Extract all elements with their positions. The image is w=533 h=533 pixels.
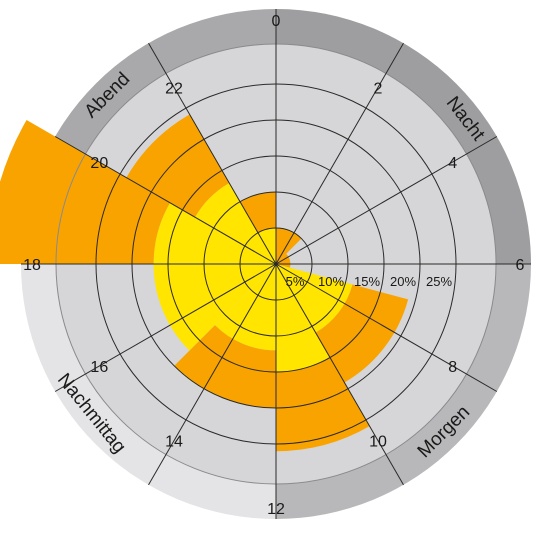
bar-orange-10-12 — [276, 357, 370, 452]
hour-label-2: 2 — [374, 80, 383, 97]
spoke-22 — [148, 42, 277, 265]
bar-yellow-7-10 — [276, 264, 353, 333]
ring-label-25%: 25% — [426, 274, 452, 289]
period-band-nachmittag — [21, 264, 276, 519]
bar-orange-7-10 — [315, 284, 409, 383]
hour-label-0: 0 — [272, 13, 281, 30]
spoke-8 — [275, 263, 498, 392]
ring-label-15%: 15% — [354, 274, 380, 289]
hour-label-14: 14 — [165, 434, 183, 451]
hour-label-4: 4 — [448, 155, 457, 172]
spoke-16 — [54, 263, 277, 392]
spoke-20 — [54, 136, 277, 265]
bar-yellow-15-18 — [153, 264, 276, 351]
hour-label-8: 8 — [448, 359, 457, 376]
bar-yellow-12-15 — [214, 264, 276, 351]
ring-label-5%: 5% — [286, 274, 305, 289]
bar-orange-18-20 — [0, 120, 170, 264]
bar-yellow-10-12 — [276, 264, 330, 372]
hour-label-10: 10 — [369, 434, 387, 451]
hour-label-16: 16 — [90, 359, 108, 376]
hour-label-22: 22 — [165, 80, 183, 97]
bar-yellow-20-22 — [194, 182, 276, 264]
bar-orange-0-3 — [276, 228, 302, 264]
spoke-10 — [275, 263, 404, 486]
spoke-14 — [148, 263, 277, 486]
grid — [21, 9, 531, 519]
hour-label-20: 20 — [90, 155, 108, 172]
bar-yellow-18-20 — [153, 202, 276, 264]
period-band-nacht — [276, 9, 531, 264]
hour-label-6: 6 — [516, 257, 525, 274]
spoke-2 — [275, 42, 404, 265]
ring-label-20%: 20% — [390, 274, 416, 289]
period-band-morgen — [276, 264, 531, 519]
bar-orange-12-15 — [174, 325, 276, 408]
data-bars — [0, 114, 409, 452]
ring-label-10%: 10% — [318, 274, 344, 289]
hour-label-18: 18 — [23, 257, 41, 274]
spoke-4 — [275, 136, 498, 265]
hour-label-12: 12 — [267, 501, 285, 518]
